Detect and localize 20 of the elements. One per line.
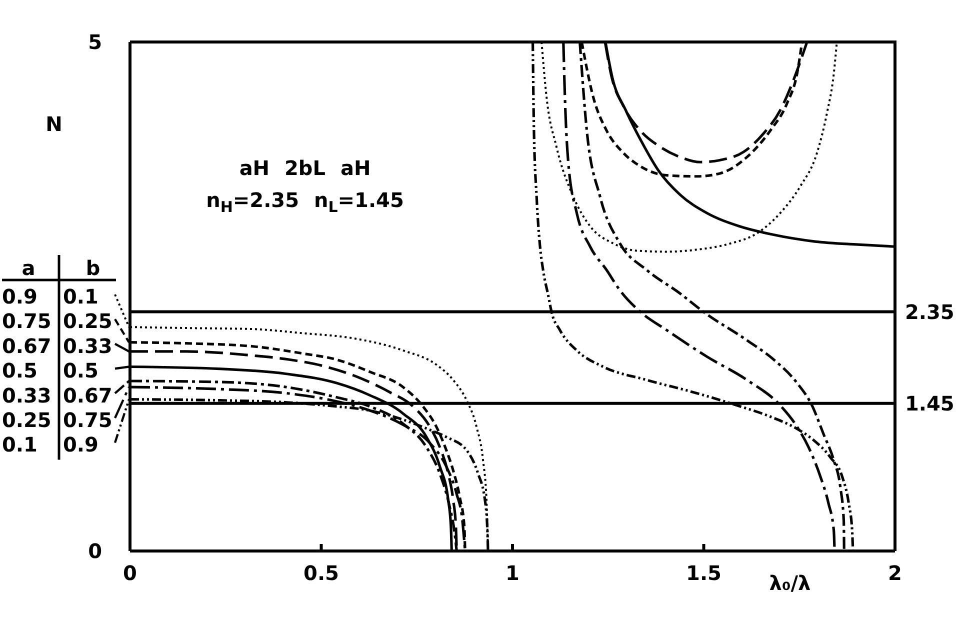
y-tick-label: 5 <box>88 30 102 54</box>
annotation: n$_{H}$=2.35 n$_{L}$=1.45 <box>206 188 404 216</box>
legend-label: 0.25 0.75 <box>2 408 112 432</box>
x-tick-label: 1 <box>506 561 520 586</box>
legend-label: 0.75 0.25 <box>2 309 112 334</box>
text: a b <box>22 256 100 280</box>
x-tick-label: 2 <box>888 561 902 586</box>
ref-line-label: 2.35 <box>905 300 954 324</box>
annotation: aH 2bL aH <box>239 156 371 180</box>
legend-label: 0.67 0.33 <box>2 334 112 358</box>
ref-line-label: 1.45 <box>905 391 954 416</box>
x-tick-label: 0 <box>123 561 137 586</box>
text: 0.9 0.1 <box>2 284 98 308</box>
x-tick-label: 0.5 <box>304 561 339 586</box>
text: 0.1 0.9 <box>2 432 98 457</box>
text: 0.5 0.5 <box>2 358 98 383</box>
legend-label: 0.33 0.67 <box>2 383 112 408</box>
x-tick-label: 1.5 <box>686 561 722 586</box>
x-axis-title: λ₀/λ <box>769 571 812 595</box>
y-axis-title: N <box>46 112 62 136</box>
